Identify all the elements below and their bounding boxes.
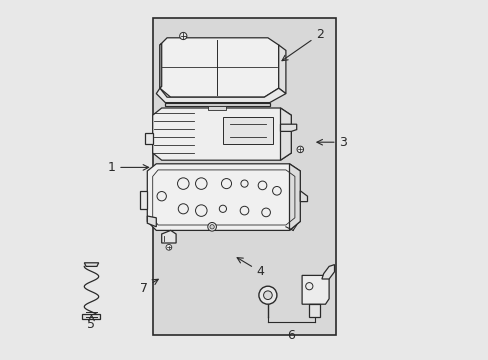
Polygon shape <box>280 108 291 160</box>
Bar <box>152 18 336 335</box>
Polygon shape <box>84 263 99 266</box>
Circle shape <box>179 32 186 40</box>
Circle shape <box>263 291 272 300</box>
Polygon shape <box>165 103 269 106</box>
Text: 6: 6 <box>287 329 295 342</box>
Text: 1: 1 <box>107 161 148 174</box>
Polygon shape <box>280 124 296 131</box>
Polygon shape <box>156 88 285 103</box>
Circle shape <box>296 146 303 153</box>
Polygon shape <box>162 230 176 243</box>
Text: 4: 4 <box>237 258 264 278</box>
Polygon shape <box>309 304 320 317</box>
Polygon shape <box>147 216 156 227</box>
Text: 2: 2 <box>282 28 324 61</box>
Polygon shape <box>223 117 273 144</box>
Circle shape <box>166 244 171 250</box>
Circle shape <box>209 225 214 229</box>
Polygon shape <box>152 108 291 160</box>
Polygon shape <box>321 265 334 279</box>
Polygon shape <box>160 38 278 97</box>
Polygon shape <box>82 314 101 319</box>
Polygon shape <box>302 275 328 304</box>
Text: 3: 3 <box>316 136 347 149</box>
Circle shape <box>258 286 276 304</box>
Polygon shape <box>147 164 300 230</box>
Circle shape <box>207 222 216 231</box>
Polygon shape <box>289 164 300 230</box>
Polygon shape <box>278 45 285 94</box>
Polygon shape <box>160 43 162 88</box>
Polygon shape <box>140 191 147 209</box>
Text: 5: 5 <box>87 315 95 331</box>
Polygon shape <box>300 191 307 202</box>
Polygon shape <box>145 133 152 144</box>
Text: 7: 7 <box>140 279 158 294</box>
Polygon shape <box>208 106 226 110</box>
